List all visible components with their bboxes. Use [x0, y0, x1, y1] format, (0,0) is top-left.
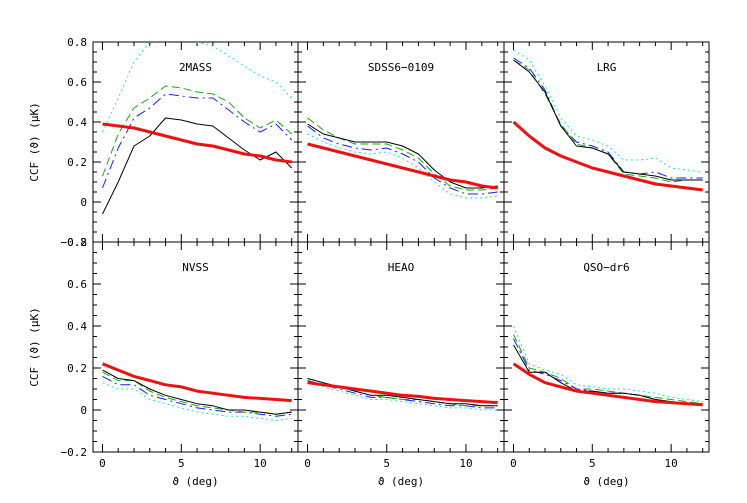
- series-line-black: [307, 123, 498, 189]
- series-line-model: [101, 362, 292, 403]
- y-tick-label: 0.2: [67, 156, 87, 169]
- panel-series-4: [307, 378, 498, 411]
- series-line-black: [102, 369, 292, 415]
- series-line-blue: [102, 93, 293, 189]
- series-line-cyan: [513, 325, 703, 403]
- y-tick-label: −0.2: [61, 236, 88, 249]
- x-tick-label: 10: [665, 457, 678, 470]
- y-axis-label: CCF (ϑ) (μK): [28, 307, 41, 386]
- panel-label: HEAO: [388, 261, 415, 274]
- panel-label: LRG: [597, 61, 617, 74]
- x-tick-label: 0: [510, 457, 517, 470]
- series-line-black: [102, 117, 293, 215]
- x-axis-label: ϑ (deg): [172, 475, 218, 488]
- series-line-model: [512, 120, 703, 192]
- y-tick-label: 0: [80, 196, 87, 209]
- series-line-cyan: [513, 49, 703, 173]
- series-line-blue: [102, 375, 292, 417]
- series-line-model: [102, 122, 292, 164]
- panel-series-1: [307, 117, 498, 199]
- x-tick-label: 5: [589, 457, 596, 470]
- y-axis-label: CCF (ϑ) (μK): [28, 102, 41, 181]
- series-line-blue: [513, 57, 703, 179]
- series-line-cyan: [102, 382, 292, 421]
- series-line-blue: [307, 125, 498, 195]
- x-tick-label: 5: [178, 457, 185, 470]
- y-tick-label: 0.8: [67, 236, 87, 249]
- series-line-cyan: [307, 382, 498, 411]
- series-layer: [101, 42, 703, 421]
- panel-label: NVSS: [182, 261, 209, 274]
- x-tick-label: 10: [459, 457, 472, 470]
- panel-series-0: [102, 42, 293, 215]
- series-line-model: [512, 362, 703, 407]
- y-tick-label: −0.2: [61, 446, 88, 459]
- labels-layer: −0.2 0 0.2 0.4 0.6 0.8 CCF (ϑ) (μK) −0.2 0 0.2 0.4…: [28, 36, 678, 488]
- x-axis-label: ϑ (deg): [378, 475, 424, 488]
- panel-series-5: [512, 325, 703, 407]
- panel-label: 2MASS: [179, 61, 212, 74]
- series-line-cyan: [102, 42, 293, 133]
- panel-frames: [92, 41, 710, 453]
- y-tick-label: 0.4: [67, 116, 87, 129]
- y-tick-label: 0.6: [67, 278, 87, 291]
- panel-label: SDSS6−0109: [368, 61, 434, 74]
- panel-series-2: [512, 49, 703, 192]
- series-line-model: [307, 142, 498, 190]
- series-line-model: [307, 381, 498, 405]
- y-tick-label: 0: [80, 404, 87, 417]
- panel-label: QSO−dr6: [583, 261, 629, 274]
- series-line-black: [513, 59, 703, 181]
- x-tick-label: 0: [99, 457, 106, 470]
- series-line-cyan: [307, 133, 498, 199]
- series-line-green: [102, 85, 293, 177]
- series-line-green: [307, 378, 498, 407]
- x-axis-label: ϑ (deg): [583, 475, 629, 488]
- series-line-green: [513, 59, 703, 183]
- x-tick-label: 0: [304, 457, 311, 470]
- y-tick-label: 0.4: [67, 320, 87, 333]
- y-tick-label: 0.8: [67, 36, 87, 49]
- series-line-green: [102, 371, 292, 415]
- y-tick-label: 0.2: [67, 362, 87, 375]
- x-tick-label: 10: [254, 457, 267, 470]
- y-tick-label: 0.6: [67, 76, 87, 89]
- panel-series-3: [101, 362, 292, 421]
- x-tick-label: 5: [383, 457, 390, 470]
